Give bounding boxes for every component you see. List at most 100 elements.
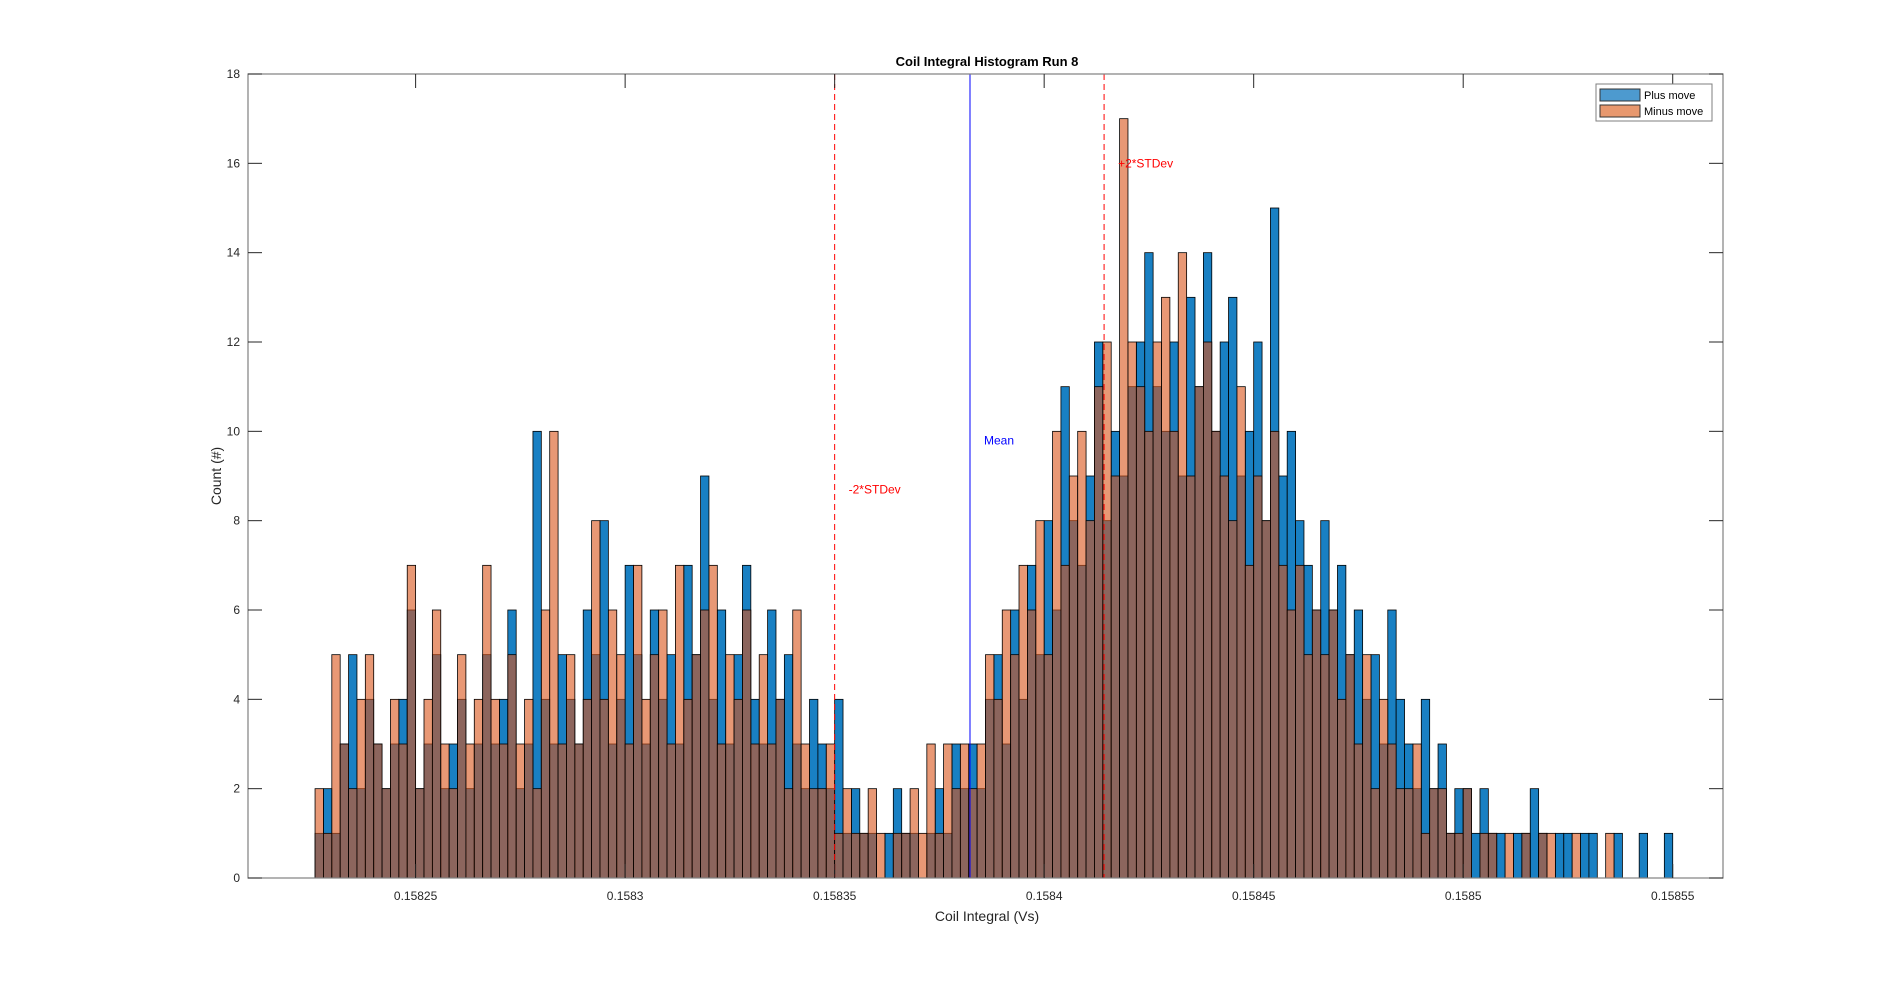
bar-minus-move bbox=[1060, 564, 1070, 879]
chart-title: Coil Integral Histogram Run 8 bbox=[896, 54, 1079, 69]
bar-minus-move bbox=[616, 654, 626, 879]
x-tick-label: 0.15825 bbox=[394, 889, 438, 903]
y-tick-label: 14 bbox=[227, 246, 241, 260]
bar-minus-move bbox=[1161, 296, 1171, 879]
bar-minus-move bbox=[716, 743, 727, 879]
bar-minus-move bbox=[825, 743, 836, 879]
bar-minus-move bbox=[842, 788, 852, 879]
bar-minus-move bbox=[1462, 788, 1472, 879]
bar-minus-move bbox=[540, 609, 551, 879]
bar-minus-move bbox=[1378, 698, 1389, 879]
bar-minus-move bbox=[1404, 788, 1414, 879]
bar-minus-move bbox=[1211, 430, 1221, 879]
bar-minus-move bbox=[607, 609, 618, 879]
bar-minus-move bbox=[339, 743, 349, 879]
bar-plus-move bbox=[1471, 832, 1481, 879]
bar-minus-move bbox=[1546, 832, 1556, 879]
bar-minus-move bbox=[1068, 475, 1079, 879]
bar-minus-move bbox=[1362, 654, 1372, 879]
bar-minus-move bbox=[566, 654, 576, 879]
bar-minus-move bbox=[599, 698, 609, 879]
bar-minus-move bbox=[733, 698, 743, 879]
x-tick-label: 0.15845 bbox=[1232, 889, 1276, 903]
bar-plus-move bbox=[1638, 832, 1648, 879]
bar-minus-move bbox=[1261, 520, 1271, 879]
annotations-group: -2*STDev Mean +2*STDev bbox=[834, 74, 1173, 878]
bar-minus-move bbox=[624, 743, 634, 879]
bar-plus-move bbox=[1554, 832, 1565, 879]
y-tick-label: 12 bbox=[227, 335, 241, 349]
bar-minus-move bbox=[1127, 341, 1137, 879]
bar-minus-move bbox=[557, 743, 567, 879]
bar-minus-move bbox=[423, 698, 433, 879]
bar-minus-move bbox=[1110, 475, 1120, 879]
bar-minus-move bbox=[691, 654, 701, 879]
bar-minus-move bbox=[901, 832, 911, 879]
bar-minus-move bbox=[1571, 832, 1581, 879]
legend[interactable]: Plus move Minus move bbox=[1595, 83, 1713, 122]
bar-minus-move bbox=[1085, 520, 1095, 879]
bar-plus-move bbox=[1588, 832, 1598, 879]
bar-minus-move bbox=[817, 788, 827, 879]
bar-minus-move bbox=[951, 788, 961, 879]
bar-minus-move bbox=[314, 788, 324, 879]
bar-minus-move bbox=[1295, 564, 1305, 879]
bar-minus-move bbox=[1010, 654, 1020, 879]
bar-minus-move bbox=[926, 743, 936, 879]
bar-plus-move bbox=[1563, 832, 1573, 879]
bar-minus-move bbox=[1270, 430, 1280, 879]
bar-minus-move bbox=[390, 698, 400, 879]
bar-minus-move bbox=[708, 564, 718, 879]
bar-minus-move bbox=[683, 698, 693, 879]
bar-minus-move bbox=[1479, 832, 1489, 879]
bar-minus-move bbox=[406, 564, 417, 879]
bar-plus-move bbox=[1529, 788, 1540, 879]
bar-minus-move bbox=[431, 609, 442, 879]
bar-minus-move bbox=[1144, 430, 1154, 879]
bar-minus-move bbox=[666, 743, 676, 879]
bar-minus-move bbox=[985, 654, 995, 879]
bar-minus-move bbox=[331, 654, 341, 879]
bar-minus-move bbox=[1043, 654, 1053, 879]
y-tick-label: 16 bbox=[227, 156, 241, 170]
bar-minus-move bbox=[591, 520, 601, 879]
y-tick-label: 10 bbox=[227, 424, 241, 438]
bar-minus-move bbox=[675, 564, 685, 879]
bar-minus-move bbox=[356, 698, 366, 879]
bar-minus-move bbox=[415, 788, 425, 879]
bar-minus-move bbox=[1236, 386, 1246, 879]
bar-minus-move bbox=[448, 788, 458, 879]
legend-swatch-plus bbox=[1599, 88, 1641, 102]
bar-minus-move bbox=[1328, 609, 1338, 879]
bar-minus-move bbox=[1345, 654, 1355, 879]
bar-minus-move bbox=[1337, 698, 1347, 879]
bar-plus-move bbox=[1513, 832, 1523, 879]
bar-minus-move bbox=[742, 609, 752, 879]
bar-minus-move bbox=[800, 743, 810, 879]
bar-minus-move bbox=[1504, 832, 1514, 879]
bar-minus-move bbox=[1194, 386, 1204, 879]
bar-minus-move bbox=[574, 743, 584, 879]
bar-minus-move bbox=[1605, 832, 1615, 879]
bar-minus-move bbox=[1001, 609, 1012, 879]
bar-minus-move bbox=[909, 788, 919, 879]
bar-minus-move bbox=[1219, 475, 1229, 879]
bar-minus-move bbox=[775, 698, 785, 879]
axes-box bbox=[247, 73, 1724, 879]
bar-minus-move bbox=[934, 832, 944, 879]
bar-minus-move bbox=[834, 832, 844, 879]
bar-minus-move bbox=[1202, 341, 1213, 879]
bar-minus-move bbox=[473, 698, 484, 879]
bar-minus-move bbox=[700, 609, 710, 879]
bar-minus-move bbox=[323, 832, 333, 879]
bar-minus-move bbox=[482, 564, 492, 879]
bar-minus-move bbox=[1395, 788, 1405, 879]
bar-minus-move bbox=[1446, 832, 1456, 879]
bar-minus-move bbox=[892, 832, 903, 879]
bar-minus-move bbox=[507, 654, 517, 879]
bar-minus-move bbox=[1521, 832, 1531, 879]
bar-minus-move bbox=[1487, 832, 1498, 879]
bar-minus-move bbox=[1177, 252, 1188, 879]
bar-minus-move bbox=[1244, 564, 1255, 879]
bar-minus-move bbox=[1320, 654, 1330, 879]
